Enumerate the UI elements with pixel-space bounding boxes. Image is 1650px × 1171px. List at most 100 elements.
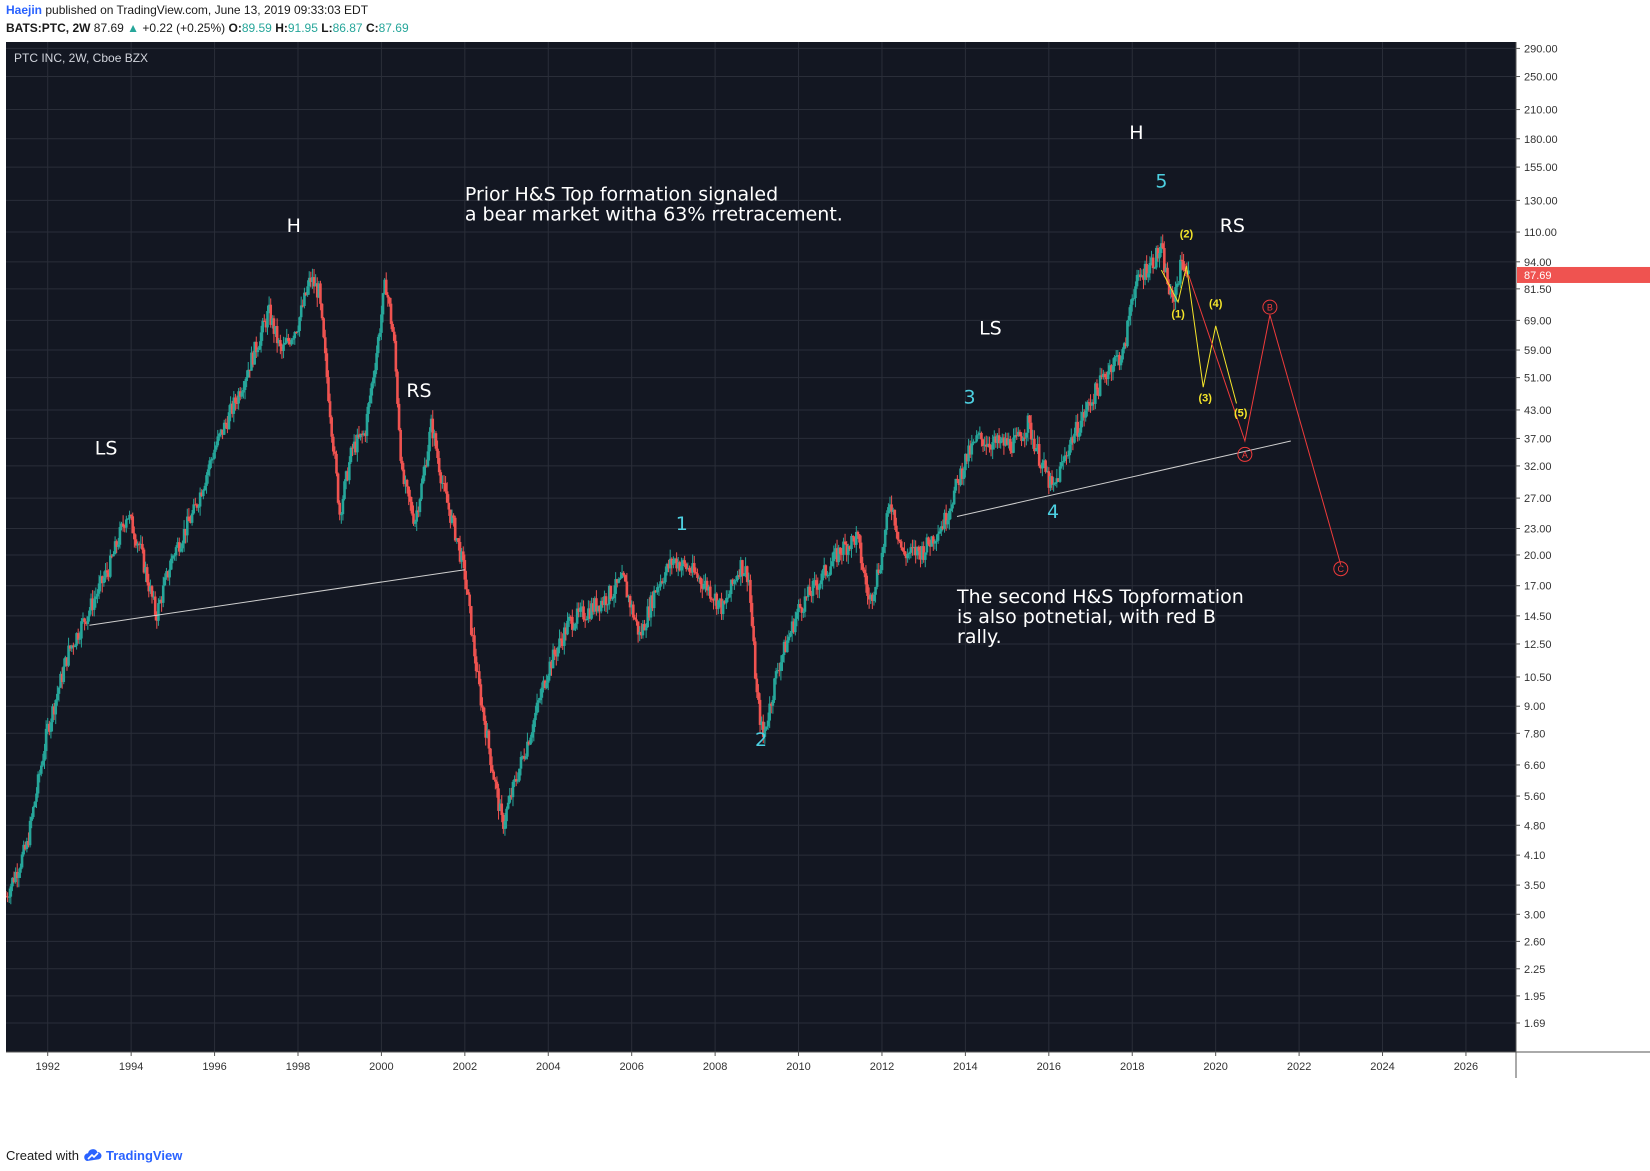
candle-body: [587, 608, 590, 619]
candle-body: [591, 603, 595, 612]
candle-body: [133, 533, 136, 540]
price-chart[interactable]: 290.00250.00210.00180.00155.00130.00110.…: [6, 42, 1650, 1078]
price-axis-label: 37.00: [1524, 433, 1552, 445]
candle-body: [473, 635, 476, 657]
author-link[interactable]: Haejin: [6, 3, 43, 17]
candle-body: [1037, 444, 1041, 466]
candle-body: [35, 793, 38, 802]
candle-body: [631, 604, 635, 618]
candle-body: [563, 627, 566, 646]
candle-body: [84, 621, 88, 625]
candle-body: [566, 620, 569, 635]
candle-body: [909, 547, 913, 553]
candle-body: [1158, 253, 1161, 259]
candle-body: [452, 515, 455, 518]
candle-body: [157, 603, 160, 621]
candle-body: [768, 703, 771, 721]
candle-body: [912, 546, 916, 548]
candle-body: [36, 774, 40, 794]
candle-body: [944, 512, 948, 525]
candle-body: [449, 509, 452, 523]
candle-body: [118, 527, 122, 545]
candle-body: [574, 623, 577, 629]
candle-body: [827, 574, 831, 576]
candle-body: [506, 802, 510, 809]
candle-body: [1163, 248, 1166, 273]
candle-body: [872, 594, 876, 602]
candle-body: [319, 283, 322, 304]
candle-body: [1150, 257, 1153, 263]
candle-body: [949, 508, 953, 511]
candle-body: [1177, 283, 1181, 285]
candle-body: [737, 575, 741, 577]
candle-body: [1005, 438, 1009, 445]
candle-body: [1025, 432, 1028, 438]
candle-body: [838, 547, 842, 554]
candle-body: [503, 821, 507, 829]
chart-title: PTC INC, 2W, Cboe BZX: [14, 51, 148, 65]
candle-body: [1135, 275, 1139, 287]
candle-body: [336, 473, 340, 503]
candle-body: [89, 598, 93, 611]
candle-body: [99, 576, 102, 584]
candle-body: [938, 531, 942, 534]
chart-note-line: a bear market witha 63% rretracement.: [465, 203, 843, 225]
candle-body: [1098, 375, 1102, 396]
candle-body: [1126, 320, 1129, 347]
candle-body: [490, 765, 494, 772]
candle-body: [1079, 420, 1083, 433]
candle-body: [386, 294, 390, 298]
candle-body: [729, 579, 733, 595]
candle-body: [105, 570, 109, 573]
candle-body: [477, 671, 481, 685]
candle-body: [62, 666, 66, 682]
tradingview-logo[interactable]: TradingView: [83, 1148, 182, 1163]
wave-label: LS: [979, 318, 1002, 340]
candle-body: [418, 499, 422, 513]
candle-body: [709, 586, 712, 599]
candle-body: [117, 544, 120, 547]
candle-body: [1145, 263, 1148, 278]
candle-body: [495, 781, 499, 789]
candle-body: [315, 283, 319, 298]
high-label: H:: [275, 21, 288, 35]
candle-body: [450, 515, 454, 523]
candle-body: [137, 543, 141, 546]
candle-body: [341, 499, 345, 515]
candle-body: [229, 403, 232, 413]
candle-body: [404, 479, 407, 485]
candle-body: [301, 305, 305, 307]
candle-body: [240, 392, 244, 397]
candle-body: [1180, 259, 1184, 262]
candle-body: [9, 886, 13, 897]
candle-body: [800, 607, 804, 613]
candle-body: [846, 546, 850, 555]
candle-body: [100, 576, 104, 584]
time-axis-label: 1992: [35, 1061, 59, 1073]
candle-body: [290, 339, 293, 345]
candle-body: [1069, 437, 1073, 445]
candle-body: [548, 661, 552, 676]
candle-body: [179, 548, 183, 552]
candle-body: [1086, 402, 1089, 411]
candle-body: [56, 693, 59, 701]
price-axis-panel[interactable]: [1516, 42, 1650, 1078]
candle-body: [582, 606, 585, 620]
candle-body: [686, 567, 690, 569]
candle-body: [277, 340, 281, 344]
time-axis-panel[interactable]: [6, 1052, 1516, 1078]
candle-body: [505, 808, 508, 822]
candle-body: [850, 535, 853, 550]
candle-body: [920, 546, 924, 560]
candle-body: [585, 618, 589, 620]
candle-body: [376, 336, 380, 354]
candle-body: [152, 596, 155, 598]
candle-body: [368, 395, 372, 404]
candle-body: [739, 560, 743, 577]
candle-body: [898, 539, 901, 542]
candle-body: [1151, 257, 1155, 269]
candle-body: [808, 586, 812, 596]
candle-body: [1028, 415, 1031, 423]
candle-body: [197, 506, 200, 508]
price-axis-label: 81.50: [1524, 284, 1552, 296]
